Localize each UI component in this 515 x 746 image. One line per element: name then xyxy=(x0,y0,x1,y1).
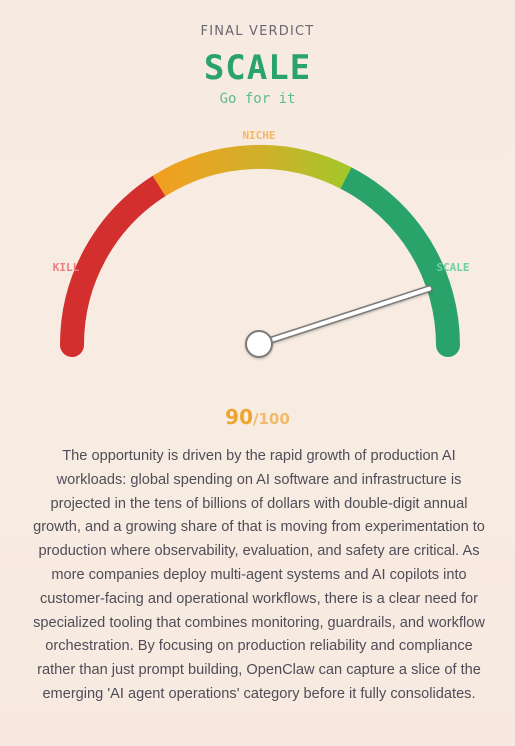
verdict-subtitle: Go for it xyxy=(219,91,296,107)
gauge-segment-niche xyxy=(152,144,352,197)
score-suffix: /100 xyxy=(253,410,290,428)
gauge-label-kill: KILL xyxy=(53,261,80,274)
verdict-rationale: The opportunity is driven by the rapid g… xyxy=(33,448,485,702)
verdict-title: SCALE xyxy=(203,48,312,88)
score-value: 90 xyxy=(225,405,254,429)
score-readout: 90/100 xyxy=(0,405,515,429)
gauge-needle xyxy=(255,285,433,348)
gauge-segment-scale xyxy=(334,166,460,357)
verdict-label: FINAL VERDICT xyxy=(200,24,315,39)
gauge-segment-kill xyxy=(59,174,171,357)
gauge-needle-hub xyxy=(245,330,273,358)
gauge-label-scale: SCALE xyxy=(436,261,469,274)
gauge-label-niche: NICHE xyxy=(242,129,275,142)
verdict-gauge: KILL NICHE SCALE xyxy=(53,129,470,358)
